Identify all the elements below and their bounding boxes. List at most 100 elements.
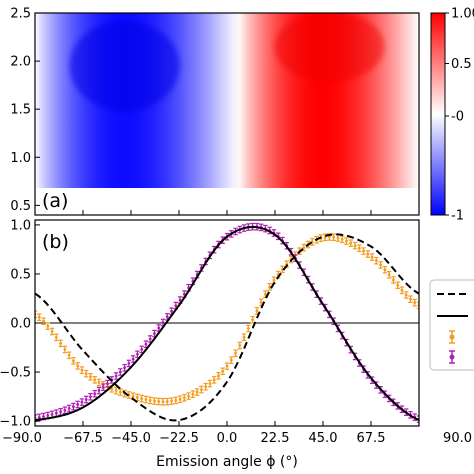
dashed-line-series-0 bbox=[35, 233, 419, 422]
panel-b-y-tick-label: 0.5 bbox=[10, 267, 31, 282]
data-point bbox=[148, 337, 152, 341]
panel-b-x-tick-label: 0.0 bbox=[217, 431, 238, 446]
panel-b-x-tick-label: 67.5 bbox=[357, 431, 386, 446]
data-point bbox=[208, 382, 212, 385]
data-point bbox=[144, 398, 148, 401]
data-point bbox=[37, 315, 41, 319]
data-point bbox=[174, 398, 178, 402]
data-point bbox=[302, 246, 306, 250]
data-point bbox=[332, 235, 336, 239]
legend-box bbox=[429, 279, 474, 371]
data-point bbox=[234, 351, 237, 355]
data-point bbox=[46, 324, 50, 328]
data-point bbox=[114, 389, 118, 392]
data-point bbox=[383, 268, 387, 272]
data-point bbox=[80, 368, 84, 372]
panel-b-label: (b) bbox=[42, 231, 69, 253]
colorbar-bar bbox=[430, 12, 446, 216]
panel-b-x-tick-label: −67.5 bbox=[63, 431, 103, 446]
data-point bbox=[328, 235, 331, 239]
data-point bbox=[182, 396, 186, 400]
data-point bbox=[101, 385, 105, 389]
data-point bbox=[72, 359, 75, 363]
panel-b-y-tick-label: −1.0 bbox=[0, 415, 31, 430]
data-point bbox=[54, 411, 58, 415]
panel-a-y-tick-label: 0.5 bbox=[10, 199, 31, 214]
data-point bbox=[89, 375, 92, 379]
data-point bbox=[404, 293, 408, 297]
data-point bbox=[67, 353, 71, 357]
data-point bbox=[140, 397, 144, 400]
colorbar: -1 -0 0.5 1.00 bbox=[430, 7, 474, 224]
data-point bbox=[165, 400, 169, 404]
data-point bbox=[63, 408, 67, 412]
panel-b-y-tick-label: −0.5 bbox=[0, 366, 31, 381]
data-point bbox=[238, 344, 242, 347]
data-point bbox=[97, 389, 101, 392]
data-point bbox=[84, 398, 88, 401]
colorbar-tick-label: 0.5 bbox=[451, 57, 472, 72]
data-point bbox=[93, 378, 97, 382]
colorbar-tick-label: -0 bbox=[451, 110, 464, 125]
data-point bbox=[387, 273, 391, 277]
panel-b-y-tick-label: 1.0 bbox=[10, 218, 31, 233]
data-point bbox=[144, 342, 148, 346]
data-point bbox=[54, 335, 58, 339]
data-point bbox=[50, 330, 54, 333]
data-point bbox=[67, 407, 71, 410]
data-point bbox=[50, 413, 54, 416]
data-point bbox=[229, 358, 233, 362]
panel-b-x-tick-label: 90.0 bbox=[443, 431, 472, 446]
data-point bbox=[374, 259, 378, 263]
data-point bbox=[221, 369, 225, 373]
data-point bbox=[153, 332, 156, 335]
panel-a-y-tick-label: 1.5 bbox=[10, 103, 31, 118]
panel-a-label: (a) bbox=[42, 190, 68, 212]
data-point bbox=[251, 318, 255, 322]
data-point bbox=[170, 399, 173, 403]
data-point bbox=[259, 300, 263, 304]
data-point bbox=[76, 403, 80, 406]
errorbar-series-2 bbox=[35, 233, 419, 406]
data-point bbox=[157, 326, 161, 330]
data-point bbox=[336, 236, 340, 240]
data-point bbox=[217, 374, 220, 378]
data-point bbox=[191, 392, 195, 396]
data-point bbox=[187, 394, 191, 398]
data-point bbox=[379, 263, 382, 267]
data-point bbox=[84, 372, 88, 376]
data-point bbox=[272, 278, 276, 282]
panel-a-y-tick-label: 2.5 bbox=[10, 7, 31, 22]
legend-marker bbox=[449, 334, 455, 340]
panel-b-y-tick-label: 0.0 bbox=[10, 317, 31, 332]
colorbar-tick-label: 1.00 bbox=[451, 7, 474, 22]
data-point bbox=[136, 352, 139, 356]
data-point bbox=[242, 335, 246, 339]
panel-a-y-tick-label: 1.0 bbox=[10, 151, 31, 166]
data-point bbox=[345, 239, 348, 243]
data-point bbox=[136, 396, 139, 399]
data-point bbox=[353, 244, 357, 248]
data-point bbox=[97, 381, 101, 384]
panel-b-x-tick-label: 45.0 bbox=[309, 431, 338, 446]
data-point bbox=[140, 347, 144, 351]
data-point bbox=[392, 278, 395, 282]
data-point bbox=[161, 321, 165, 324]
data-point bbox=[131, 394, 135, 398]
data-point bbox=[396, 283, 400, 287]
data-point bbox=[42, 415, 45, 418]
data-point bbox=[127, 362, 131, 365]
data-point bbox=[118, 370, 122, 374]
data-point bbox=[178, 397, 182, 401]
data-point bbox=[204, 385, 208, 389]
data-point bbox=[370, 255, 374, 259]
panel-b: −1.0 −0.5 0.0 0.5 1.0 −90.0 −67.5 −45.0 −22.5 0.0… bbox=[0, 218, 472, 470]
data-point bbox=[80, 400, 84, 404]
data-point bbox=[165, 315, 169, 319]
panel-b-x-tick-label: −22.5 bbox=[159, 431, 199, 446]
data-point bbox=[170, 309, 173, 313]
data-point bbox=[400, 288, 404, 292]
data-point bbox=[157, 400, 161, 403]
data-point bbox=[46, 414, 50, 417]
data-point bbox=[349, 241, 353, 245]
